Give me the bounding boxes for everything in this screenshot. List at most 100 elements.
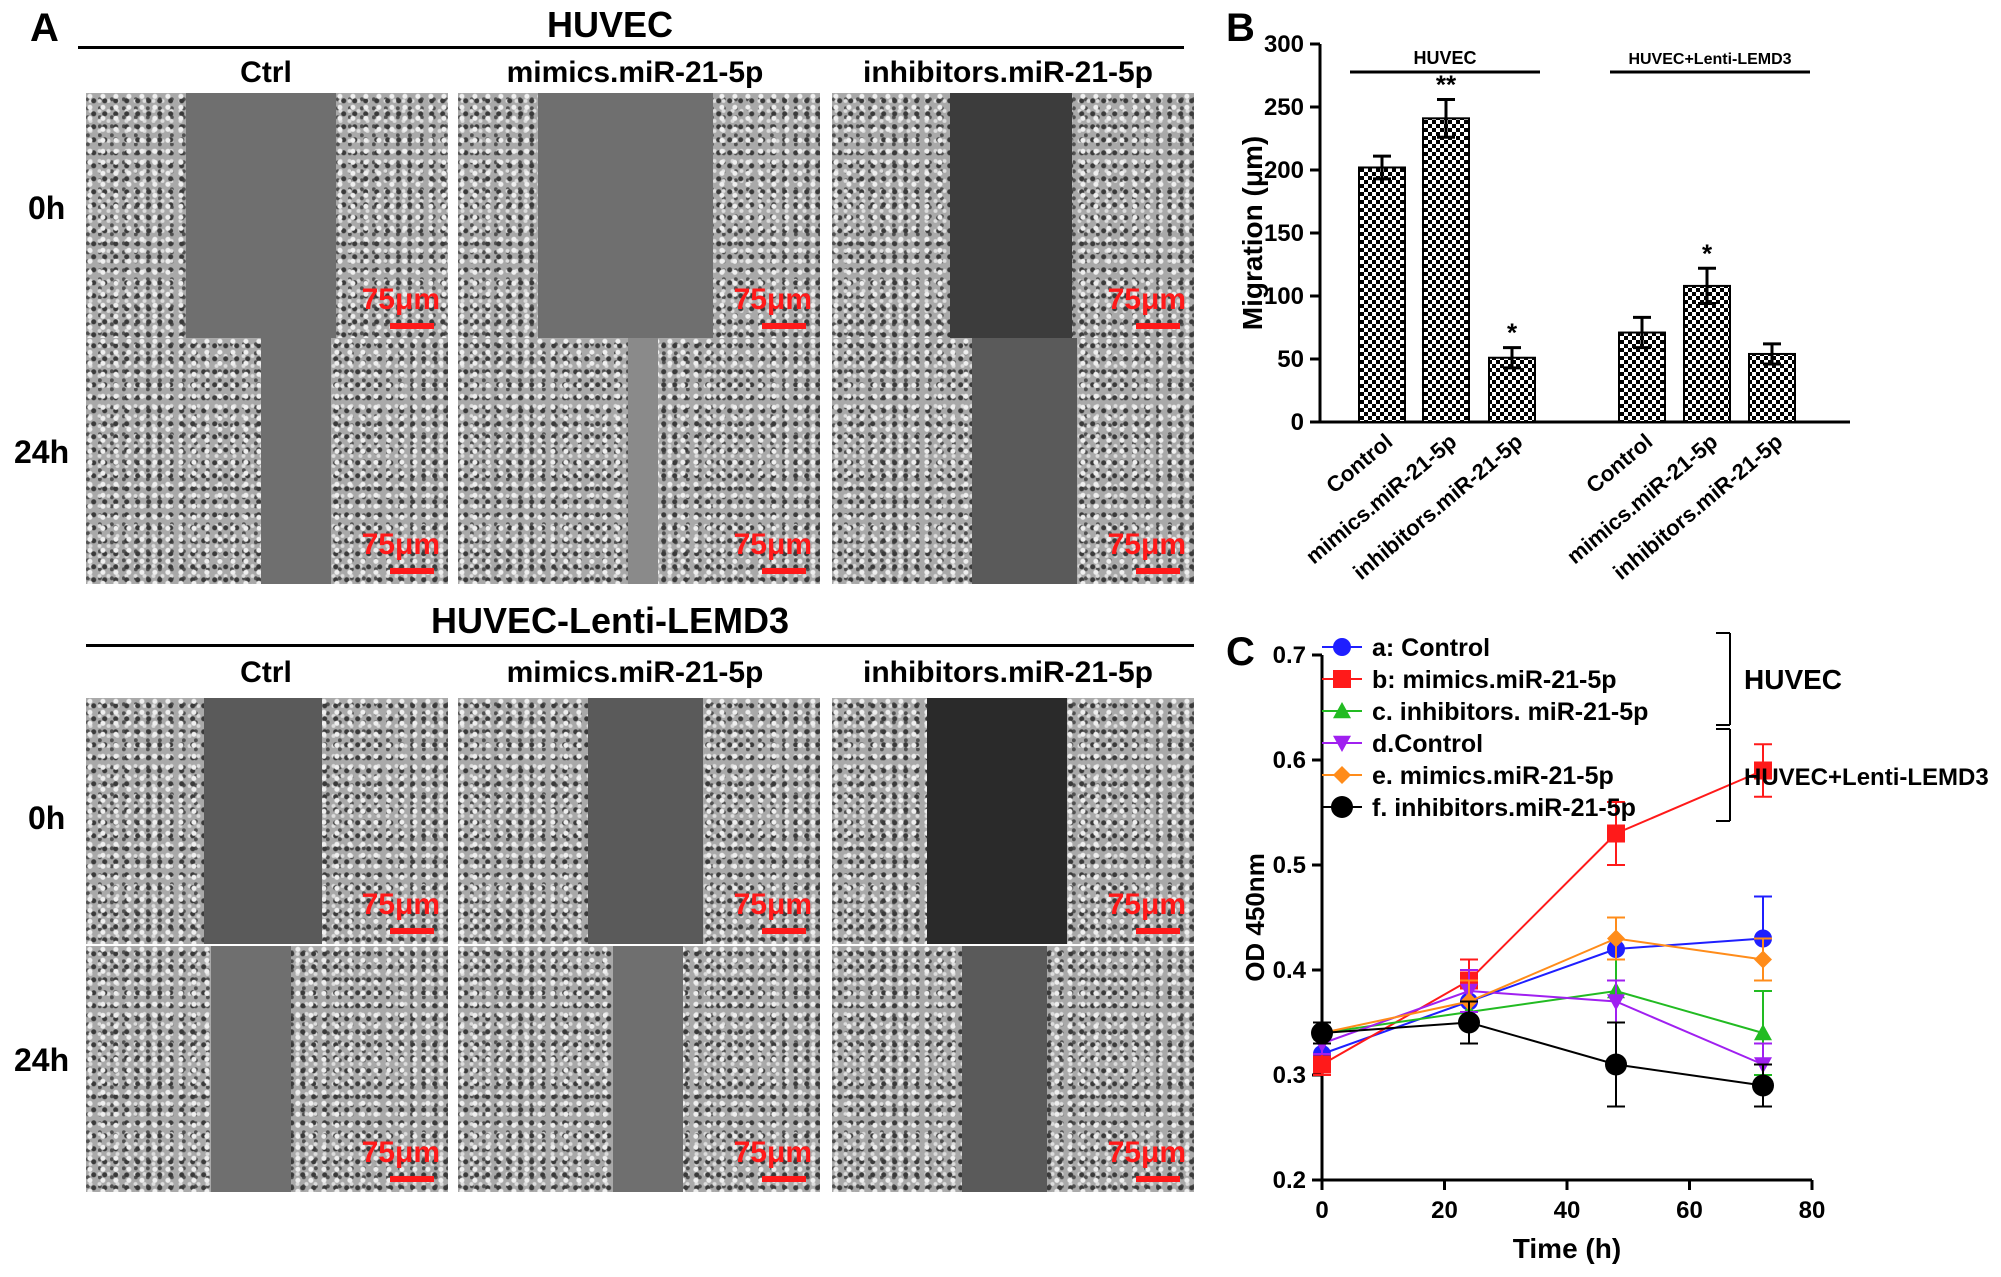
group-label: HUVEC+Lenti-LEMD3: [1628, 51, 1791, 68]
column-label-mimics: mimics.miR-21-5p: [506, 56, 764, 89]
legend-group-label: HUVEC: [1744, 664, 1842, 695]
significance-mark: **: [1436, 69, 1457, 99]
y-tick-label: 0.3: [1273, 1062, 1306, 1089]
group-underline: [78, 46, 1184, 49]
legend-label: a: Control: [1372, 634, 1490, 662]
data-point: [1754, 950, 1772, 969]
scale-bar: [390, 568, 434, 574]
series-line: [1321, 937, 1764, 1034]
legend-item: d.Control: [1322, 730, 1483, 758]
series-line: [1321, 989, 1764, 1034]
scale-label: 75μm: [733, 888, 812, 921]
y-tick-label: 150: [1264, 220, 1304, 247]
significance-mark: *: [1507, 318, 1518, 348]
x-tick-label: 60: [1676, 1197, 1703, 1224]
micrograph-huvec-inhibitors-24h: 75μm: [832, 338, 1194, 584]
data-point: [1752, 1074, 1774, 1097]
data-point: [1607, 994, 1625, 1011]
scale-label: 75μm: [361, 888, 440, 921]
data-point: [1754, 761, 1772, 780]
row-label-0h: 0h: [28, 190, 66, 226]
scale-label: 75μm: [361, 1136, 440, 1169]
scale-label: 75μm: [1107, 283, 1186, 316]
column-label-ctrl: Ctrl: [240, 656, 292, 689]
column-label-inhibitors: inhibitors.miR-21-5p: [862, 656, 1154, 689]
scale-bar: [390, 1176, 434, 1182]
scale-label: 75μm: [1107, 1136, 1186, 1169]
significance-mark: *: [1702, 238, 1713, 268]
scale-bar: [1136, 568, 1180, 574]
legend-item: b: mimics.miR-21-5p: [1322, 666, 1617, 694]
data-point: [1331, 796, 1353, 818]
row-label-24h: 24h: [14, 434, 70, 470]
scale-bar: [762, 568, 806, 574]
legend-label: e. mimics.miR-21-5p: [1372, 762, 1614, 790]
scale-label: 75μm: [733, 1136, 812, 1169]
legend-item: a: Control: [1322, 634, 1490, 662]
data-point: [1333, 735, 1351, 752]
x-tick-label: 20: [1431, 1197, 1458, 1224]
y-tick-label: 50: [1277, 346, 1304, 373]
data-point: [1333, 638, 1351, 656]
panel-b-letter: B: [1226, 6, 1255, 50]
x-tick-label: 40: [1554, 1197, 1581, 1224]
data-point: [1333, 702, 1351, 719]
micrograph-huvec-mimics-0h: 75μm: [458, 93, 820, 339]
scale-bar: [762, 1176, 806, 1182]
y-tick-label: 0.2: [1273, 1167, 1306, 1194]
od450-line-chart: 0.2 0.3 0.4 0.5 0.6 0.7 0 20 40 60 80 Time (h) OD 45…: [1240, 632, 1989, 1264]
micrograph-lemd3-ctrl-24h: 75μm: [86, 946, 448, 1192]
scale-label: 75μm: [733, 283, 812, 316]
y-tick-label: 250: [1264, 94, 1304, 121]
series-f: [1311, 1000, 1774, 1108]
scale-label: 75μm: [361, 283, 440, 316]
scale-bar: [390, 928, 434, 934]
panel-c-letter: C: [1226, 630, 1255, 674]
data-point: [1311, 1022, 1333, 1044]
scale-bar: [1136, 1176, 1180, 1182]
bar: [1358, 166, 1406, 423]
data-point: [1607, 929, 1625, 948]
micrograph-lemd3-inhibitors-24h: 75μm: [832, 946, 1194, 1192]
row-label-24h: 24h: [14, 1042, 70, 1078]
group-title-huvec-lenti-lemd3: HUVEC-Lenti-LEMD3: [431, 600, 789, 641]
y-axis-title: OD 450nm: [1240, 853, 1270, 982]
scale-bar: [1136, 323, 1180, 329]
column-label-ctrl: Ctrl: [240, 56, 292, 89]
panel-a-letter: A: [30, 6, 59, 50]
data-point: [1313, 1055, 1331, 1074]
legend-item: c. inhibitors. miR-21-5p: [1322, 698, 1648, 726]
micrograph-lemd3-inhibitors-0h: 75μm: [832, 698, 1194, 944]
series-line: [1321, 1021, 1764, 1087]
data-point: [1458, 1011, 1480, 1034]
data-point: [1605, 1053, 1627, 1076]
micrograph-huvec-ctrl-24h: 75μm: [86, 338, 448, 584]
group-underline: [86, 644, 1194, 647]
y-tick-label: 0: [1291, 409, 1304, 436]
scale-bar: [762, 323, 806, 329]
y-tick-label: 300: [1264, 31, 1304, 58]
group-title-huvec: HUVEC: [546, 4, 674, 45]
series-e: [1313, 916, 1772, 1045]
y-tick-label: 200: [1264, 157, 1304, 184]
x-axis-title: Time (h): [1513, 1233, 1621, 1264]
series-c: [1313, 958, 1772, 1076]
micrograph-huvec-inhibitors-0h: 75μm: [832, 93, 1194, 339]
row-label-0h: 0h: [28, 800, 66, 836]
group-label: HUVEC: [1413, 48, 1476, 68]
legend-label: f. inhibitors.miR-21-5p: [1372, 794, 1636, 822]
legend-item: e. mimics.miR-21-5p: [1322, 762, 1614, 790]
data-point: [1333, 670, 1351, 688]
bar: [1683, 284, 1731, 424]
micrograph-huvec-ctrl-0h: 75μm: [86, 93, 448, 339]
scale-bar: [1136, 928, 1180, 934]
y-tick-label: 0.5: [1273, 852, 1306, 879]
scale-label: 75μm: [1107, 888, 1186, 921]
y-tick-label: 0.7: [1273, 642, 1306, 669]
legend-label: d.Control: [1372, 730, 1483, 758]
data-point: [1754, 1024, 1772, 1041]
legend-item: f. inhibitors.miR-21-5p: [1322, 794, 1636, 822]
scale-bar: [762, 928, 806, 934]
micrograph-lemd3-mimics-0h: 75μm: [458, 698, 820, 944]
